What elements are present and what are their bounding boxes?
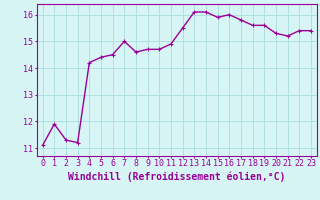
X-axis label: Windchill (Refroidissement éolien,°C): Windchill (Refroidissement éolien,°C): [68, 171, 285, 182]
